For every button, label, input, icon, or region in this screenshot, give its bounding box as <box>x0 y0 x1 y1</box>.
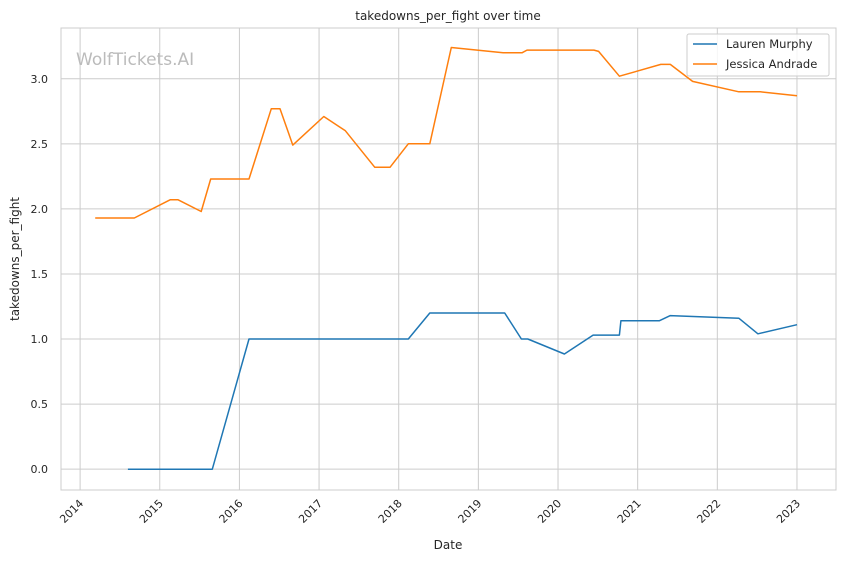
series-line-jessica-andrade <box>95 46 798 219</box>
watermark: WolfTickets.AI <box>76 50 194 70</box>
x-tick-label: 2023 <box>774 497 803 526</box>
x-tick-label: 2018 <box>376 497 405 526</box>
y-tick-label: 0.5 <box>31 398 49 411</box>
x-axis-label: Date <box>434 538 463 552</box>
plot-frame <box>60 27 837 491</box>
x-tick-label: 2017 <box>296 497 325 526</box>
chart-title: takedowns_per_fight over time <box>355 9 541 23</box>
y-tick-label: 1.5 <box>31 268 49 281</box>
grid <box>61 28 836 490</box>
legend-label-lauren-murphy: Lauren Murphy <box>726 37 813 51</box>
x-tick-label: 2022 <box>694 497 723 526</box>
x-tick-label: 2016 <box>217 497 246 526</box>
series-line-lauren-murphy <box>127 312 798 470</box>
series-lines <box>95 46 798 470</box>
x-tick-label: 2014 <box>57 497 86 526</box>
y-tick-label: 3.0 <box>31 73 49 86</box>
y-tick-label: 0.0 <box>31 463 49 476</box>
x-tick-label: 2015 <box>137 497 166 526</box>
ticks: 2014 2015 2016 2017 2018 2019 2020 2021 2022 2023… <box>31 73 804 526</box>
y-tick-label: 1.0 <box>31 333 49 346</box>
x-tick-label: 2019 <box>455 497 484 526</box>
y-axis-label: takedowns_per_fight <box>8 197 22 321</box>
x-tick-label: 2021 <box>615 497 644 526</box>
x-tick-label: 2020 <box>535 497 564 526</box>
y-tick-label: 2.0 <box>31 203 49 216</box>
y-tick-label: 2.5 <box>31 138 49 151</box>
legend-label-jessica-andrade: Jessica Andrade <box>725 57 817 71</box>
legend: Lauren Murphy Jessica Andrade <box>686 33 830 77</box>
